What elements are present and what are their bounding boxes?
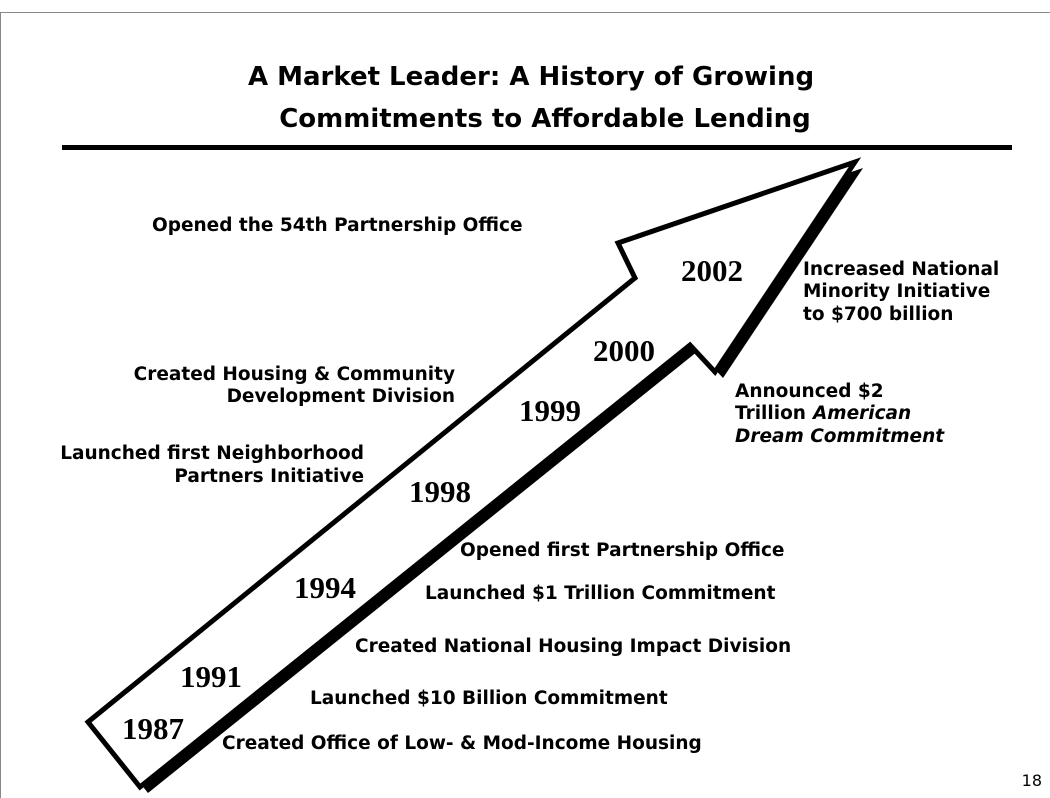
arrow bbox=[84, 157, 862, 791]
year: 1991 bbox=[180, 659, 242, 694]
event-text: Trillion bbox=[735, 403, 806, 424]
event-text: Created Office of Low- & Mod-Income Hous… bbox=[222, 733, 702, 754]
page-number: 18 bbox=[1022, 771, 1042, 790]
title-line: Commitments to Affordable Lending bbox=[279, 104, 811, 134]
year: 1987 bbox=[122, 711, 184, 746]
title-rule bbox=[62, 145, 1012, 150]
year: 1994 bbox=[294, 570, 356, 605]
event-text: Minority Initiative bbox=[803, 281, 990, 302]
event-text: Opened first Partnership Office bbox=[460, 540, 784, 561]
event-text: Created Housing & Community bbox=[134, 364, 455, 385]
year: 1999 bbox=[519, 393, 581, 428]
event-text: Launched first Neighborhood bbox=[60, 443, 364, 464]
event-text: American bbox=[811, 403, 911, 424]
event-text: Opened the 54th Partnership Office bbox=[152, 215, 523, 236]
event-text: to $700 billion bbox=[803, 304, 953, 325]
title-line: A Market Leader: A History of Growing bbox=[248, 62, 814, 92]
year: 1998 bbox=[409, 474, 471, 509]
event-text: Development Division bbox=[227, 386, 455, 407]
year: 2002 bbox=[681, 253, 743, 288]
event-text: Dream Commitment bbox=[735, 426, 945, 447]
event-text: Partners Initiative bbox=[174, 466, 364, 487]
event-text: Trillion American bbox=[735, 403, 911, 424]
event-text: Launched $10 Billion Commitment bbox=[310, 688, 668, 709]
slide-border bbox=[0, 12, 1050, 798]
event-text: Created National Housing Impact Division bbox=[355, 636, 791, 657]
event-text: Announced $2 bbox=[735, 381, 884, 402]
event-text: Launched $1 Trillion Commitment bbox=[425, 583, 776, 604]
year: 2000 bbox=[593, 333, 655, 368]
event-text: Increased National bbox=[803, 259, 999, 280]
